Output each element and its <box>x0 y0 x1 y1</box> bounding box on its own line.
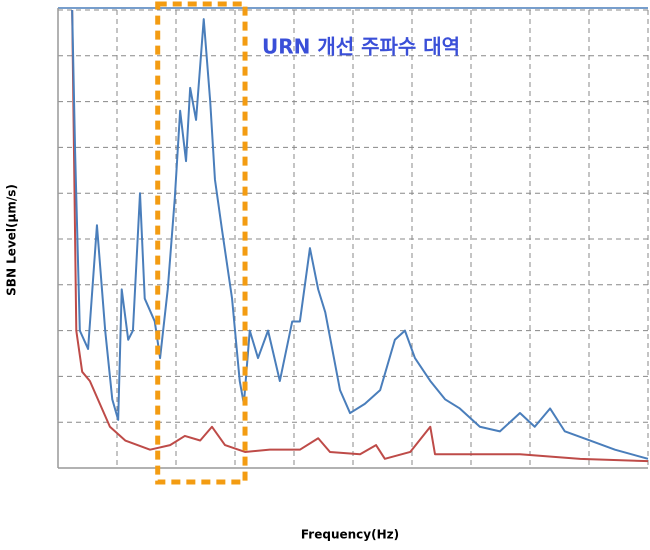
highlight-band <box>155 1 248 485</box>
y-axis-label: SBN Level(μm/s) <box>5 184 19 296</box>
x-axis-label: Frequency(Hz) <box>301 528 399 542</box>
annotation-text: URN 개선 주파수 대역 <box>262 35 460 59</box>
series-line <box>71 9 649 463</box>
